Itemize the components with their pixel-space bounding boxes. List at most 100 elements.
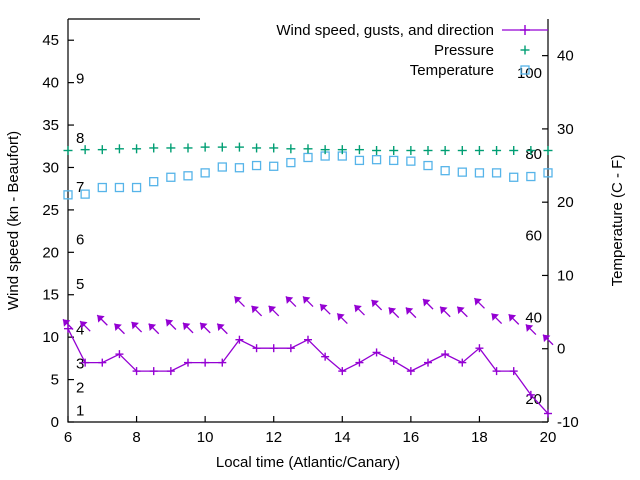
x-tick-label: 12 xyxy=(265,429,282,446)
y2-tick-label: 30 xyxy=(557,121,574,138)
temperature-point xyxy=(183,171,193,181)
temperature-point xyxy=(371,155,382,165)
temperature-point xyxy=(423,160,433,171)
y2-tick-label: 20 xyxy=(557,194,574,211)
wind-direction-arrow-head xyxy=(62,319,71,327)
wind-direction-arrow-head xyxy=(508,314,517,322)
beaufort-label: 5 xyxy=(76,276,84,293)
x-tick-label: 16 xyxy=(403,429,420,446)
wind-direction-arrow-head xyxy=(388,307,397,315)
temperature-point xyxy=(286,157,296,168)
y-tick-label: 10 xyxy=(42,329,59,346)
fahrenheit-label: 60 xyxy=(525,227,542,244)
wind-direction-arrow-head xyxy=(234,296,242,304)
y2-tick-label: 40 xyxy=(557,48,574,65)
temperature-point xyxy=(440,166,450,176)
wind-direction-arrow-head xyxy=(422,299,431,307)
wind-direction-arrow-head xyxy=(320,304,328,312)
wind-direction-arrow-head xyxy=(182,322,191,331)
temperature-point xyxy=(474,168,485,178)
fahrenheit-label: 80 xyxy=(525,146,542,163)
temperature-point xyxy=(303,152,313,163)
wind-direction-arrow-head xyxy=(371,299,379,308)
wind-direction-arrow-head xyxy=(80,321,88,329)
wind-direction-arrow-head xyxy=(491,313,499,321)
beaufort-label: 7 xyxy=(76,179,84,196)
beaufort-label: 3 xyxy=(76,356,84,373)
beaufort-label: 6 xyxy=(76,232,84,249)
wind-direction-arrow-head xyxy=(354,304,362,313)
wind-direction-arrow-head xyxy=(457,306,465,315)
temperature-point xyxy=(457,167,467,177)
fahrenheit-label: 40 xyxy=(525,309,542,326)
x-tick-label: 6 xyxy=(64,429,72,446)
wind-direction-arrow-head xyxy=(114,323,122,332)
beaufort-label: 1 xyxy=(76,402,84,419)
x-tick-label: 18 xyxy=(471,429,488,446)
wind-direction-arrow-head xyxy=(217,323,225,332)
temperature-point xyxy=(354,155,365,166)
wind-direction-arrow-head xyxy=(200,322,208,331)
wind-direction-arrow-head xyxy=(131,321,139,330)
temperature-point xyxy=(543,168,553,178)
wind-direction-arrow-head xyxy=(285,296,294,304)
wind-direction-arrow-head xyxy=(268,305,277,314)
beaufort-label: 4 xyxy=(76,322,84,339)
y-tick-label: 20 xyxy=(42,244,59,261)
temperature-point xyxy=(526,171,536,182)
temperature-point xyxy=(200,168,210,178)
y2-axis-title: Temperature (C - F) xyxy=(609,155,626,287)
y-tick-label: 45 xyxy=(42,32,59,49)
y-tick-label: 5 xyxy=(51,372,59,389)
wind-direction-arrow-head xyxy=(542,334,551,343)
temperature-point xyxy=(114,182,125,193)
temperature-point xyxy=(166,172,176,182)
wind-direction-arrow-head xyxy=(440,306,448,315)
beaufort-label: 9 xyxy=(76,71,84,88)
temperature-point xyxy=(406,156,416,166)
x-tick-label: 20 xyxy=(540,429,557,446)
legend-label-1: Pressure xyxy=(434,42,494,59)
x-tick-label: 10 xyxy=(197,429,214,446)
wind-direction-arrow-head xyxy=(474,298,482,306)
y-axis-title: Wind speed (kn - Beaufort) xyxy=(5,131,22,310)
y-tick-label: 40 xyxy=(42,75,59,92)
legend-label-2: Temperature xyxy=(410,62,494,79)
x-tick-label: 14 xyxy=(334,429,351,446)
fahrenheit-label: 20 xyxy=(525,391,542,408)
temperature-point xyxy=(63,190,73,200)
temperature-point xyxy=(509,172,519,182)
wind-direction-arrow-head xyxy=(405,307,414,315)
x-tick-label: 8 xyxy=(132,429,140,446)
y2-tick-label: 0 xyxy=(557,341,565,358)
temperature-point xyxy=(131,182,142,193)
y-tick-label: 30 xyxy=(42,159,59,176)
legend-label-0: Wind speed, gusts, and direction xyxy=(276,22,494,39)
temperature-point xyxy=(80,189,90,199)
wind-direction-arrow-head xyxy=(525,324,534,332)
y-tick-label: 25 xyxy=(42,202,59,219)
temperature-point xyxy=(491,168,502,178)
temperature-point xyxy=(251,160,262,171)
wind-direction-arrow-head xyxy=(148,323,157,332)
temperature-point xyxy=(234,163,245,173)
wind-direction-arrow-head xyxy=(337,313,345,321)
wind-direction-arrow-head xyxy=(302,296,311,304)
y-tick-label: 35 xyxy=(42,117,59,134)
wind-direction-arrow-head xyxy=(97,315,105,323)
wind-direction-arrow-head xyxy=(251,305,259,314)
temperature-point xyxy=(389,155,399,166)
x-axis-title: Local time (Atlantic/Canary) xyxy=(216,454,400,471)
temperature-point xyxy=(269,161,279,171)
legend-key-temperature xyxy=(520,65,530,75)
temperature-point xyxy=(149,177,159,187)
axis-frame-left-bottom xyxy=(67,19,548,423)
wind-direction-arrow-head xyxy=(165,319,174,327)
temperature-point xyxy=(97,182,107,193)
beaufort-label: 8 xyxy=(76,130,84,147)
temperature-point xyxy=(217,162,227,172)
beaufort-label: 2 xyxy=(76,379,84,396)
y-tick-label: 15 xyxy=(42,287,59,304)
